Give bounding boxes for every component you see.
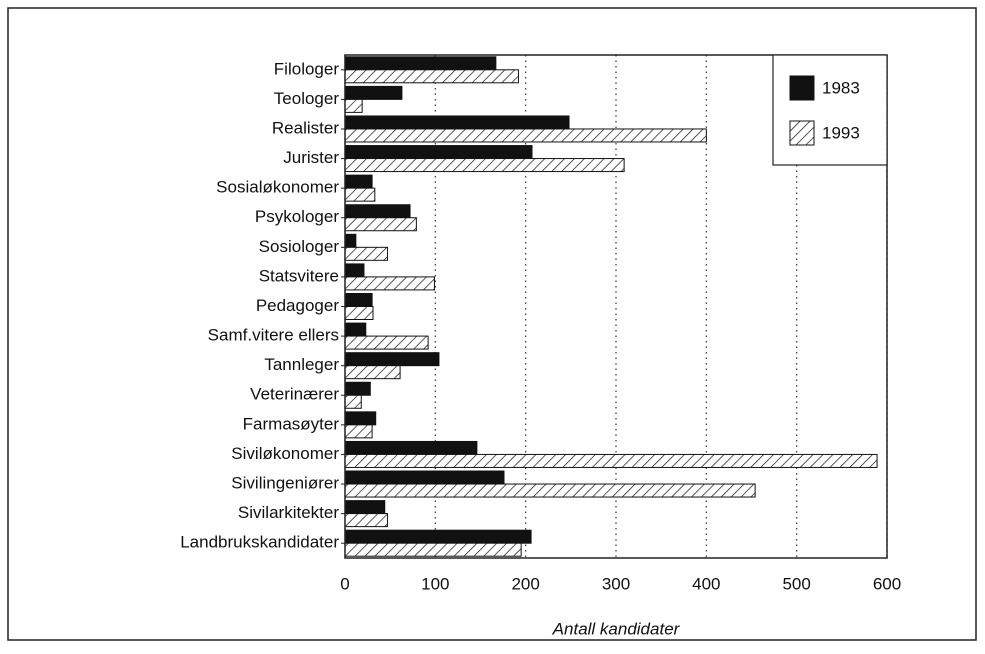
y-tick-label: Sivilarkitekter [238,503,339,522]
x-tick-label: 400 [692,574,720,593]
y-tick-label: Landbrukskandidater [180,533,339,552]
bar [344,440,478,455]
y-tick-label: Filologer [274,59,340,78]
bar [344,483,756,498]
x-tick-label: 600 [873,574,901,593]
legend-label: 1993 [822,123,860,142]
y-tick-label: Sivilingeniører [231,474,339,493]
x-tick-label: 0 [340,574,349,593]
bar [344,246,388,261]
bar [344,352,440,367]
bar [344,293,373,307]
bar [344,306,374,320]
bar [344,263,365,278]
legend-box [772,54,888,166]
y-tick-label: Tannleger [264,355,339,374]
y-tick-label: Statsvitere [259,266,339,285]
y-tick-label: Pedagoger [256,296,340,315]
x-tick-label: 500 [782,574,810,593]
bar [344,470,505,485]
y-tick-label: Sosiologer [259,237,340,256]
y-tick-label: Jurister [283,148,339,167]
y-tick-label: Samf.vitere ellers [208,326,339,345]
y-tick-label: Realister [272,118,339,137]
x-tick-label: 300 [602,574,630,593]
frame [7,7,977,641]
legend-label: 1983 [822,78,860,97]
bar [344,500,386,515]
bar [344,411,377,426]
y-tick-label: Veterinærer [250,385,339,404]
x-axis-label: Antall kandidater [552,619,681,638]
bar [344,529,532,544]
bar [344,85,403,100]
bar [344,453,878,468]
bar [344,69,519,84]
y-tick-label: Sosialøkonomer [216,178,339,197]
bar [344,335,429,350]
bar [344,381,371,396]
bar [344,174,373,189]
y-tick-label: Farmasøyter [243,414,340,433]
y-tick-label: Psykologer [255,207,339,226]
plot-border [344,54,888,559]
bar [344,424,373,439]
bar [344,394,362,409]
x-tick-label: 100 [421,574,449,593]
bar [344,145,533,160]
bar [344,322,367,337]
y-tick-label: Siviløkonomer [231,444,339,463]
bar [344,542,522,557]
bar [344,115,570,130]
bar [344,128,707,143]
bar [344,217,417,232]
bar [344,187,376,202]
bar [344,158,625,173]
x-tick-label: 200 [511,574,539,593]
bar [344,233,357,248]
bar [344,98,363,113]
y-tick-label: Teologer [274,89,340,108]
bar [344,365,401,380]
bar [344,276,435,291]
bar [344,56,497,71]
bar [344,204,411,219]
legend-swatch [789,120,815,146]
legend-swatch [789,75,815,101]
bar [344,513,388,528]
